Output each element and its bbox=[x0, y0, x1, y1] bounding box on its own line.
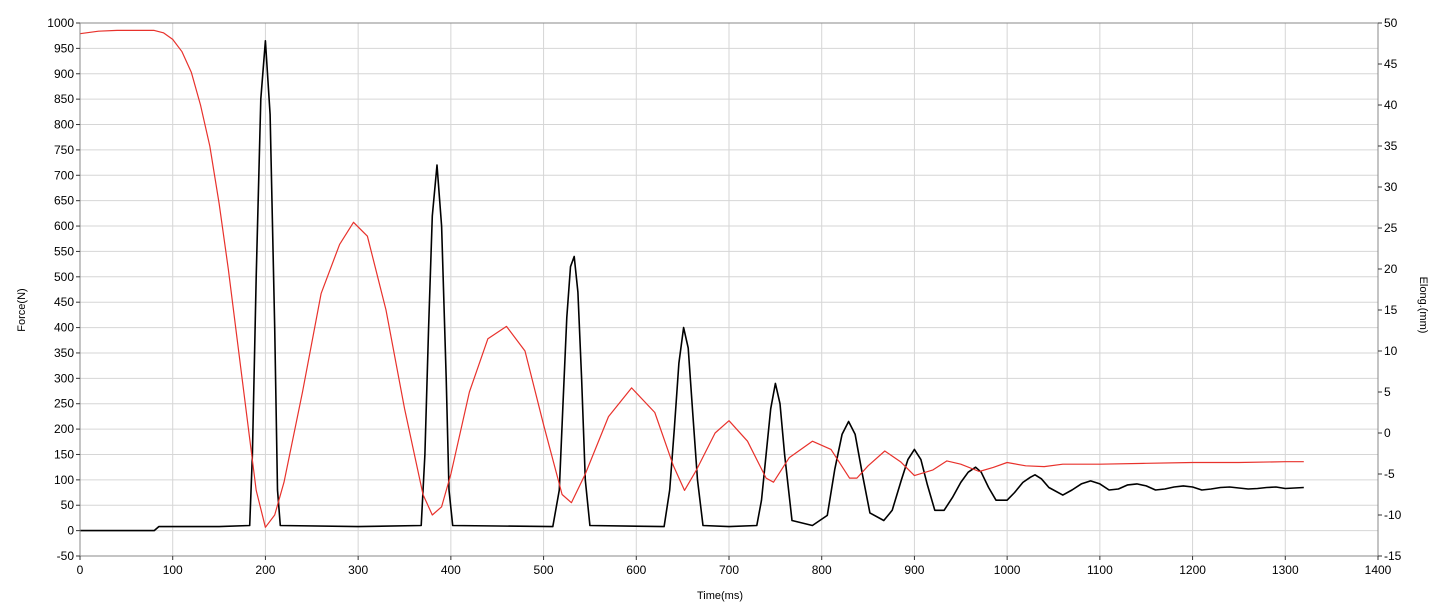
y-tick-label: 1000 bbox=[47, 16, 74, 30]
x-tick-label: 300 bbox=[348, 563, 368, 577]
y-tick-label: 800 bbox=[54, 118, 74, 132]
y-tick-label: 750 bbox=[54, 143, 74, 157]
y-tick-label: 450 bbox=[54, 295, 74, 309]
y-tick-label: 0 bbox=[67, 524, 74, 538]
y-tick-label: 300 bbox=[54, 371, 74, 385]
y-tick-label: 500 bbox=[54, 270, 74, 284]
y-tick-label: 400 bbox=[54, 321, 74, 335]
x-tick-label: 0 bbox=[77, 563, 84, 577]
x-tick-label: 200 bbox=[255, 563, 275, 577]
y2-tick-label: -5 bbox=[1384, 467, 1395, 481]
y2-tick-label: 10 bbox=[1384, 344, 1398, 358]
x-tick-label: 100 bbox=[163, 563, 183, 577]
x-tick-label: 1200 bbox=[1179, 563, 1206, 577]
y-tick-label: 550 bbox=[54, 244, 74, 258]
y2-tick-label: 5 bbox=[1384, 385, 1391, 399]
y2-axis-label: Elong.(mm) bbox=[1417, 277, 1429, 334]
x-tick-label: 400 bbox=[441, 563, 461, 577]
x-tick-label: 1300 bbox=[1272, 563, 1299, 577]
y2-tick-label: 30 bbox=[1384, 180, 1398, 194]
x-tick-label: 1000 bbox=[994, 563, 1021, 577]
y2-tick-label: 15 bbox=[1384, 303, 1398, 317]
y-tick-label: 950 bbox=[54, 41, 74, 55]
series-line-force bbox=[80, 39, 1304, 532]
y2-tick-label: 0 bbox=[1384, 426, 1391, 440]
axis-layer: -500501001502002503003504004505005506006… bbox=[47, 16, 1401, 577]
y-tick-label: 150 bbox=[54, 447, 74, 461]
x-tick-label: 1100 bbox=[1087, 563, 1113, 577]
y-tick-label: 250 bbox=[54, 397, 74, 411]
y-tick-label: 600 bbox=[54, 219, 74, 233]
x-tick-label: 500 bbox=[534, 563, 554, 577]
y-tick-label: -50 bbox=[57, 549, 75, 563]
y-tick-label: 850 bbox=[54, 92, 74, 106]
y2-tick-label: 45 bbox=[1384, 57, 1398, 71]
x-tick-label: 900 bbox=[904, 563, 924, 577]
y-axis-label: Force(N) bbox=[16, 288, 28, 331]
series-line-elongation bbox=[79, 29, 1304, 528]
x-tick-label: 600 bbox=[626, 563, 646, 577]
y2-tick-label: 25 bbox=[1384, 221, 1398, 235]
y2-tick-label: 35 bbox=[1384, 139, 1398, 153]
y-tick-label: 50 bbox=[61, 498, 75, 512]
y-tick-label: 200 bbox=[54, 422, 74, 436]
x-tick-label: 800 bbox=[812, 563, 832, 577]
y-tick-label: 700 bbox=[54, 168, 74, 182]
y-tick-label: 650 bbox=[54, 194, 74, 208]
y-tick-label: 900 bbox=[54, 67, 74, 81]
y2-tick-label: -15 bbox=[1384, 549, 1402, 563]
y2-tick-label: 50 bbox=[1384, 16, 1398, 30]
series-layer bbox=[79, 29, 1304, 532]
y-tick-label: 100 bbox=[54, 473, 74, 487]
x-tick-label: 700 bbox=[719, 563, 739, 577]
grid-layer bbox=[79, 22, 1379, 557]
y-tick-label: 350 bbox=[54, 346, 74, 360]
y2-tick-label: 40 bbox=[1384, 98, 1398, 112]
y2-tick-label: -10 bbox=[1384, 508, 1402, 522]
x-axis-label: Time(ms) bbox=[697, 590, 743, 602]
x-tick-label: 1400 bbox=[1365, 563, 1392, 577]
y2-tick-label: 20 bbox=[1384, 262, 1398, 276]
